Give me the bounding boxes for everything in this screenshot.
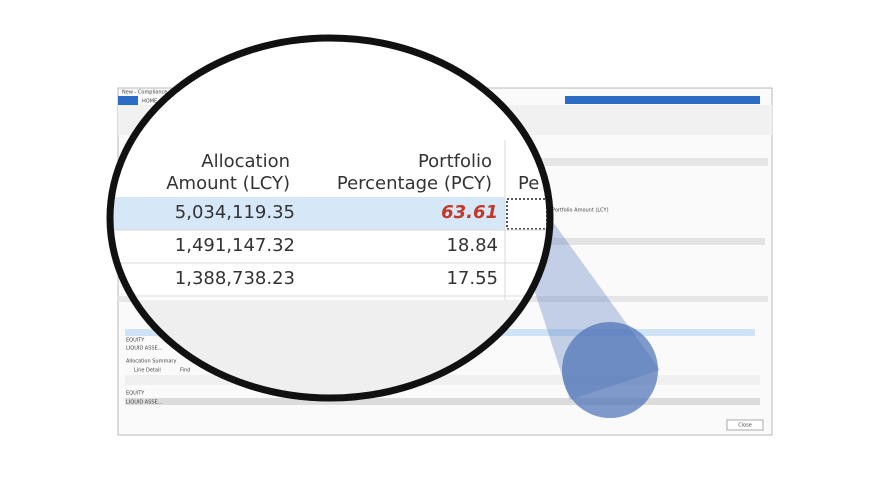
close-label[interactable]: Close bbox=[738, 423, 752, 429]
section-title: Allocation Summary bbox=[126, 359, 176, 365]
selected-row bbox=[125, 398, 760, 405]
magnifier-ring bbox=[106, 34, 554, 402]
column-header: Portfolio bbox=[418, 151, 492, 172]
focus-cell bbox=[506, 198, 548, 230]
selected-row bbox=[110, 197, 505, 230]
cell-value: 1,388,738.23 bbox=[175, 268, 295, 289]
home-tab[interactable]: HOME bbox=[142, 99, 157, 105]
row-label: EQUITY bbox=[126, 338, 145, 344]
row-highlight bbox=[520, 238, 765, 245]
column-header: Pe bbox=[518, 173, 539, 194]
toolbar-button[interactable]: Find bbox=[180, 368, 190, 374]
cell-value: 5,034,119.35 bbox=[175, 202, 295, 223]
zoom-target bbox=[562, 322, 658, 418]
cell-value: 63.61 bbox=[441, 202, 498, 223]
cell-value: 18.84 bbox=[446, 235, 498, 256]
cell-value: 1,491,147.32 bbox=[175, 235, 295, 256]
column-header: Allocation bbox=[201, 151, 290, 172]
file-tab[interactable] bbox=[118, 96, 138, 105]
close-button[interactable] bbox=[726, 419, 764, 431]
row-label: LIQUID ASSE... bbox=[126, 400, 163, 406]
column-header: Portfolio Amount (LCY) bbox=[552, 208, 609, 214]
cell-value: 17.55 bbox=[446, 268, 498, 289]
company-bar bbox=[565, 96, 760, 104]
toolbar-button[interactable]: Line Detail bbox=[134, 368, 161, 374]
column-header: Percentage (PCY) bbox=[337, 173, 492, 194]
row-label: EQUITY bbox=[126, 391, 145, 397]
window-title: New - Compliance Allocation bbox=[122, 90, 194, 96]
column-header: Amount (LCY) bbox=[166, 173, 290, 194]
grid-header bbox=[125, 375, 760, 385]
row-label: LIQUID ASSE... bbox=[126, 346, 163, 352]
